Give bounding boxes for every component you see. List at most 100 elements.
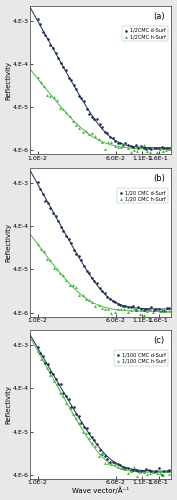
1/100 CMC h-Surf [88,434,90,442]
1/2CMC d-Surf [129,142,132,150]
1/100 CMC h-Surf [75,414,78,422]
1/100 CMC d-Surf [116,460,119,468]
1/20 CMC h-Surf [88,296,90,304]
1/100 CMC d-Surf [80,419,83,427]
1/100 CMC d-Surf [83,424,85,432]
1/20 CMC d-Surf [54,212,57,220]
1/20 CMC d-Surf [160,307,163,315]
1/100 CMC d-Surf [168,466,171,474]
1/2CMC d-Surf [109,133,111,141]
1/20 CMC d-Surf [90,274,93,282]
1/2CMC d-Surf [67,74,70,82]
1/100 CMC h-Surf [149,468,152,476]
1/100 CMC d-Surf [114,460,116,468]
1/100 CMC d-Surf [121,463,124,471]
1/20 CMC h-Surf [52,264,55,272]
1/2CMC d-Surf [75,86,78,94]
1/100 CMC h-Surf [145,470,148,478]
1/20 CMC d-Surf [83,262,85,270]
1/100 CMC h-Surf [120,464,122,472]
1/20 CMC h-Surf [145,306,148,314]
1/2CMC d-Surf [47,34,49,42]
1/100 CMC d-Surf [139,467,142,475]
1/20 CMC d-Surf [85,267,88,275]
1/20 CMC h-Surf [149,305,152,313]
1/20 CMC d-Surf [155,304,158,312]
1/100 CMC h-Surf [123,465,126,473]
1/100 CMC h-Surf [84,429,87,437]
1/100 CMC h-Surf [91,438,94,446]
1/2CMC d-Surf [98,120,101,128]
1/20 CMC h-Surf [49,256,52,264]
1/20 CMC h-Surf [46,255,49,263]
1/20 CMC d-Surf [163,306,166,314]
1/100 CMC h-Surf [65,400,68,407]
1/20 CMC h-Surf [113,308,116,316]
1/2CMC d-Surf [124,139,127,147]
1/100 CMC h-Surf [139,468,142,476]
1/20 CMC h-Surf [162,307,164,315]
1/20 CMC h-Surf [91,298,94,306]
1/2CMC h-Surf [123,140,126,148]
1/100 CMC d-Surf [152,468,155,476]
1/20 CMC d-Surf [152,306,155,314]
1/2CMC h-Surf [162,148,164,156]
1/2CMC h-Surf [36,73,39,81]
1/2CMC h-Surf [72,117,74,125]
1/100 CMC d-Surf [155,468,158,475]
1/20 CMC d-Surf [129,303,132,311]
1/100 CMC h-Surf [94,442,97,450]
1/20 CMC h-Surf [75,284,78,292]
1/20 CMC h-Surf [55,266,58,274]
1/100 CMC d-Surf [52,370,55,378]
1/2CMC h-Surf [149,148,152,156]
1/20 CMC h-Surf [168,307,171,315]
1/2CMC h-Surf [49,92,52,100]
1/100 CMC d-Surf [145,465,147,473]
1/20 CMC d-Surf [44,198,47,205]
1/20 CMC h-Surf [81,290,84,298]
1/2CMC d-Surf [103,128,106,136]
1/20 CMC d-Surf [52,208,55,216]
1/20 CMC d-Surf [114,298,116,306]
1/2CMC d-Surf [114,136,116,144]
1/20 CMC d-Surf [67,234,70,242]
1/2CMC h-Surf [120,143,122,151]
1/2CMC h-Surf [139,143,142,151]
1/2CMC d-Surf [59,59,62,67]
1/20 CMC h-Surf [36,240,39,248]
1/20 CMC h-Surf [158,307,161,315]
1/100 CMC h-Surf [36,347,39,355]
1/20 CMC d-Surf [88,268,91,276]
1/100 CMC d-Surf [165,467,168,475]
Text: (a): (a) [153,12,165,20]
1/20 CMC d-Surf [47,198,49,206]
1/2CMC d-Surf [83,97,85,105]
1/2CMC d-Surf [163,144,166,152]
1/2CMC h-Surf [110,138,113,146]
1/20 CMC d-Surf [80,256,83,264]
1/2CMC d-Surf [111,134,114,142]
X-axis label: Wave vector/Å⁻¹: Wave vector/Å⁻¹ [72,486,130,494]
1/2CMC h-Surf [81,128,84,136]
1/100 CMC d-Surf [88,429,91,437]
1/2CMC d-Surf [127,141,129,149]
1/2CMC d-Surf [155,144,158,152]
1/2CMC h-Surf [104,145,107,153]
1/2CMC h-Surf [75,121,78,129]
Text: (c): (c) [153,336,164,345]
1/20 CMC h-Surf [39,244,42,252]
1/2CMC d-Surf [142,144,145,152]
1/20 CMC h-Surf [62,270,65,278]
1/100 CMC d-Surf [62,388,65,396]
1/100 CMC h-Surf [52,378,55,386]
1/2CMC d-Surf [44,30,47,38]
1/20 CMC h-Surf [136,305,139,313]
1/100 CMC d-Surf [163,466,166,474]
1/100 CMC h-Surf [97,452,100,460]
1/20 CMC h-Surf [133,304,135,312]
1/2CMC d-Surf [72,81,75,89]
1/100 CMC d-Surf [75,410,78,418]
1/100 CMC h-Surf [62,392,65,400]
1/100 CMC h-Surf [100,449,103,457]
